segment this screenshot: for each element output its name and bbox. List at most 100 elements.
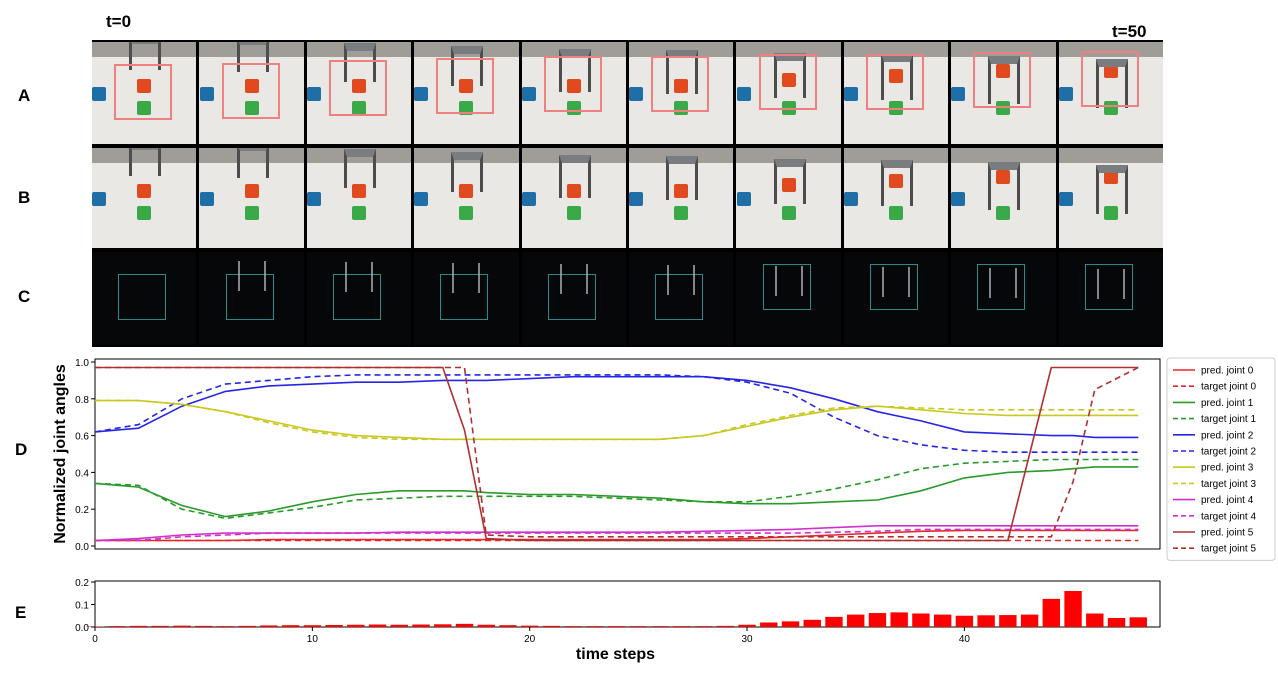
error-bar: [1107, 618, 1126, 627]
scene-wall: [92, 42, 197, 58]
legend-entry: target joint 3: [1201, 479, 1256, 490]
frame-thumbnail: [306, 42, 412, 144]
blue-cube: [414, 86, 429, 101]
error-bar: [586, 626, 604, 627]
difference-bounding-box: [869, 264, 918, 310]
frame-thumbnail: [414, 148, 519, 248]
error-bar-chart: 0.0 0.1 0.2 0 10 20 30 40 time steps: [75, 578, 1161, 663]
error-bar: [781, 621, 800, 627]
series-line-pred-joint-5: [95, 366, 1139, 542]
attention-bounding-box: [973, 52, 1032, 109]
green-cube: [996, 101, 1011, 116]
robot-gripper: [880, 160, 913, 206]
error-bar: [390, 624, 408, 627]
attention-bounding-box: [328, 59, 387, 116]
red-cube: [781, 72, 796, 87]
green-cube: [674, 101, 689, 116]
difference-frames-strip: [92, 250, 1163, 347]
time-end-label: t=50: [1112, 22, 1147, 41]
attention-bounding-box: [114, 64, 173, 120]
blue-cube: [199, 192, 214, 206]
error-bar: [434, 624, 452, 627]
difference-bounding-box: [977, 264, 1026, 310]
error-bar: [194, 625, 213, 627]
robot-gripper: [1095, 164, 1128, 214]
red-cube: [781, 178, 796, 192]
red-cube: [244, 184, 259, 198]
scene-wall: [1058, 148, 1163, 163]
error-bar: [847, 614, 865, 627]
frame-thumbnail: [736, 42, 841, 144]
legend-entry: target joint 2: [1201, 447, 1256, 458]
series-line-pred-joint-3: [95, 399, 1139, 441]
scene-wall: [199, 148, 304, 163]
frame-thumbnail: [199, 42, 304, 144]
robot-gripper: [558, 49, 591, 92]
x-tick-label: 20: [524, 634, 536, 645]
series-line-pred-joint-0: [95, 529, 1139, 542]
blue-cube: [414, 192, 429, 206]
red-cube: [566, 78, 581, 93]
y-tick-label: 0.8: [75, 395, 89, 406]
attention-bounding-box: [436, 58, 495, 115]
red-cube: [996, 170, 1011, 184]
green-cube: [781, 206, 796, 220]
y-tick-label: 0.0: [75, 542, 89, 553]
legend-entry: pred. joint 4: [1201, 495, 1254, 506]
error-bar: [151, 625, 169, 627]
error-bar: [542, 625, 561, 627]
gripper-trace: [344, 262, 373, 292]
error-bar: [216, 626, 235, 627]
scene-table: [306, 163, 412, 248]
green-cube: [351, 206, 366, 220]
x-tick-label: 30: [741, 634, 753, 645]
blue-cube: [521, 86, 536, 101]
legend-entry: pred. joint 2: [1201, 430, 1254, 441]
scene-table: [736, 163, 841, 248]
blue-cube: [843, 86, 858, 101]
error-bar: [281, 625, 300, 627]
red-cube: [244, 78, 259, 93]
blue-cube: [1058, 86, 1073, 101]
y-tick-label: 0.2: [75, 578, 89, 589]
blue-cube: [736, 192, 751, 206]
difference-frame: [629, 252, 734, 345]
error-bar: [303, 625, 322, 627]
difference-frame: [92, 252, 197, 345]
green-cube: [1103, 101, 1118, 116]
error-bar: [912, 613, 930, 627]
frame-thumbnail: [629, 42, 734, 144]
error-bar: [521, 625, 539, 627]
red-cube: [888, 68, 903, 83]
legend-entry: target joint 5: [1201, 544, 1256, 555]
green-cube: [351, 101, 366, 116]
robot-gripper: [129, 42, 162, 70]
robot-gripper: [988, 56, 1021, 104]
error-bar: [803, 619, 821, 627]
difference-bounding-box: [332, 274, 381, 320]
scene-wall: [92, 148, 197, 163]
red-cube: [351, 78, 366, 93]
error-bar: [1086, 613, 1104, 627]
x-tick-label: 40: [959, 634, 971, 645]
error-bar: [955, 615, 974, 627]
y-tick-label: 0.2: [75, 505, 89, 516]
difference-frame: [521, 252, 626, 345]
scene-wall: [629, 42, 734, 58]
difference-bounding-box: [762, 264, 811, 310]
blue-cube: [629, 192, 644, 206]
scene-table: [629, 163, 734, 248]
scene-table: [629, 57, 734, 144]
green-cube: [244, 101, 259, 116]
legend-entry: target joint 0: [1201, 382, 1256, 393]
red-cube: [888, 174, 903, 188]
frame-thumbnail: [843, 148, 949, 248]
error-bar: [716, 625, 734, 627]
green-cube: [1103, 206, 1118, 220]
scene-wall: [736, 42, 841, 58]
frame-thumbnail: [306, 148, 412, 248]
scene-table: [521, 57, 626, 144]
series-line-target-joint-2: [94, 374, 1139, 453]
difference-frame: [414, 252, 519, 345]
green-cube: [459, 206, 474, 220]
